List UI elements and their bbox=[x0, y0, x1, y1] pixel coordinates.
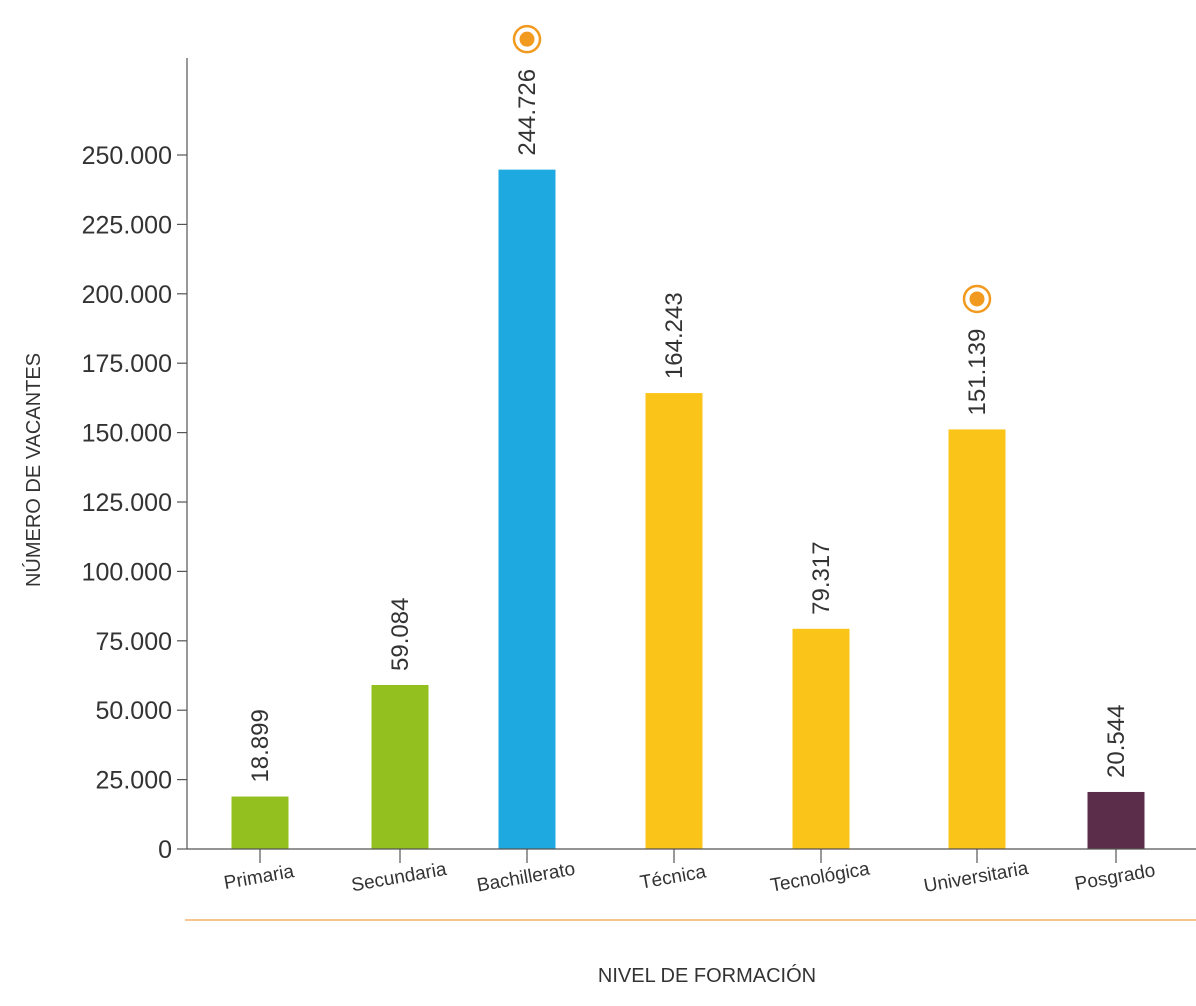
bar bbox=[231, 796, 289, 849]
y-axis-title: NÚMERO DE VACANTES bbox=[22, 353, 45, 587]
x-tick-label: Secundaria bbox=[350, 859, 449, 896]
highlight-marker-icon bbox=[512, 24, 542, 54]
y-tick-label: 0 bbox=[158, 836, 172, 864]
x-tick-label: Posgrado bbox=[1073, 860, 1157, 895]
y-tick-label: 50.000 bbox=[96, 697, 172, 725]
bar bbox=[498, 169, 556, 849]
y-tick-label: 25.000 bbox=[96, 767, 172, 795]
x-tick-label: Universitaria bbox=[922, 858, 1030, 897]
y-tick-label: 225.000 bbox=[82, 211, 172, 239]
x-axis-title: NIVEL DE FORMACIÓN bbox=[598, 964, 816, 987]
y-tick-label: 200.000 bbox=[82, 281, 172, 309]
y-tick-label: 175.000 bbox=[82, 350, 172, 378]
y-tick-label: 150.000 bbox=[82, 420, 172, 448]
bars: 18.899 59.084 244.726 164.243 79.317 151.139 2… bbox=[231, 24, 1145, 849]
highlight-marker-icon bbox=[962, 284, 992, 314]
bar bbox=[948, 429, 1006, 849]
bar bbox=[645, 393, 703, 849]
bar bbox=[792, 628, 850, 849]
data-label: 18.899 bbox=[247, 709, 274, 782]
data-label: 164.243 bbox=[661, 292, 688, 379]
x-tick-label: Bachillerato bbox=[475, 859, 576, 897]
bar bbox=[371, 684, 429, 849]
data-label: 20.544 bbox=[1103, 705, 1130, 778]
data-label: 244.726 bbox=[514, 69, 541, 156]
x-tick-label: Técnica bbox=[638, 861, 708, 893]
x-tick-label: Tecnológica bbox=[769, 858, 872, 896]
x-tick-label: Primaria bbox=[222, 861, 296, 894]
y-tick-label: 250.000 bbox=[82, 142, 172, 170]
data-label: 59.084 bbox=[387, 598, 414, 671]
x-axis: Primaria Secundaria Bachillerato Técnica Tec… bbox=[187, 848, 1196, 897]
y-tick-label: 100.000 bbox=[82, 558, 172, 586]
data-label: 79.317 bbox=[808, 541, 835, 614]
y-tick-label: 125.000 bbox=[82, 489, 172, 517]
y-tick-label: 75.000 bbox=[96, 628, 172, 656]
y-axis: 0 25.000 50.000 75.000 100.000 125.000 150.000… bbox=[82, 58, 188, 864]
data-label: 151.139 bbox=[964, 329, 991, 416]
bar bbox=[1087, 791, 1145, 849]
